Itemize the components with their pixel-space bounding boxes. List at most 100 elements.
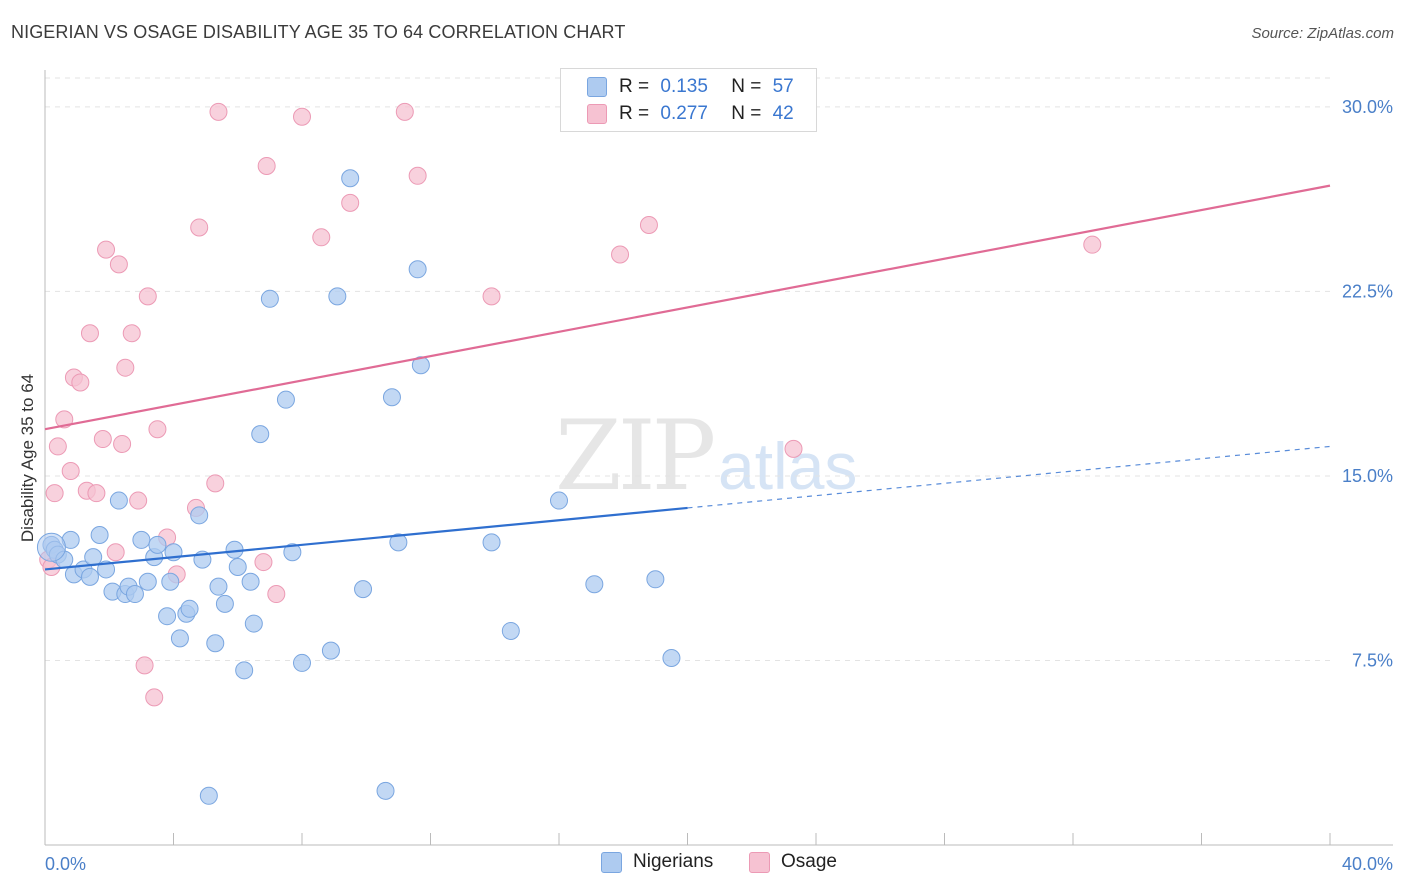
watermark-zip: ZIP	[555, 400, 716, 512]
source-label: Source: ZipAtlas.com	[1251, 25, 1394, 42]
nigerian-point	[293, 653, 311, 672]
osage-point	[257, 156, 276, 175]
nigerians-trend-extension	[687, 445, 1331, 509]
osage-trend-line	[44, 184, 1331, 431]
x-tick-label: 40.0%	[1342, 854, 1393, 874]
osage-point	[267, 585, 286, 604]
nigerian-point	[148, 535, 167, 554]
nigerian-point	[662, 649, 681, 668]
legend-swatch-osage	[587, 104, 607, 124]
nigerian-point	[80, 567, 99, 586]
nigerian-point	[109, 491, 128, 510]
nigerian-point	[408, 260, 427, 279]
nigerian-point	[328, 287, 347, 306]
nigerian-point	[235, 661, 254, 680]
legend-r-label: R =	[619, 103, 650, 124]
legend-swatch-nigerians	[587, 77, 607, 97]
x-tick-label: 0.0%	[45, 854, 86, 874]
osage-point	[116, 358, 135, 377]
y-tick-label: 7.5%	[1352, 650, 1393, 670]
osage-point	[639, 216, 658, 234]
nigerian-point	[244, 614, 263, 633]
osage-point	[135, 656, 154, 675]
osage-point	[55, 410, 74, 429]
nigerian-point	[158, 607, 177, 626]
legend-r-value-osage: 0.277	[660, 103, 708, 124]
nigerian-point	[215, 594, 234, 613]
osage-point	[254, 553, 273, 572]
nigerian-point	[646, 570, 665, 589]
nigerian-point	[585, 575, 604, 594]
watermark-atlas: atlas	[718, 429, 858, 503]
osage-point	[97, 240, 116, 259]
bottom-legend-nigerians[interactable]: Nigerians	[601, 851, 713, 873]
nigerian-point	[206, 634, 225, 653]
nigerian-point	[482, 533, 501, 552]
legend-r-value-nigerians: 0.135	[660, 76, 708, 97]
nigerian-point	[411, 356, 430, 375]
nigerian-point	[354, 580, 373, 599]
osage-point	[611, 245, 630, 264]
nigerian-point-cluster	[36, 532, 66, 562]
nigerian-point	[341, 169, 360, 188]
legend-n-value-nigerians: 57	[772, 76, 794, 97]
osage-point	[80, 324, 99, 343]
nigerian-point	[180, 599, 199, 618]
legend-n-label: N =	[731, 103, 762, 124]
osage-point	[312, 228, 331, 247]
legend-r-label: R =	[619, 76, 650, 97]
osage-point	[145, 688, 164, 707]
osage-point	[206, 474, 225, 493]
nigerian-point	[241, 572, 260, 591]
osage-point	[61, 462, 80, 481]
nigerian-point	[138, 572, 157, 591]
osage-point	[209, 102, 228, 121]
nigerian-point	[97, 560, 116, 579]
osage-point	[48, 437, 67, 456]
chart-title: NIGERIAN VS OSAGE DISABILITY AGE 35 TO 6…	[11, 22, 626, 42]
nigerian-point	[125, 585, 144, 604]
nigerian-point	[209, 577, 228, 596]
bottom-legend-swatch-nigerians	[601, 851, 622, 873]
bottom-legend-label-osage: Osage	[781, 851, 837, 872]
osage-point	[482, 287, 501, 306]
nigerian-point	[276, 390, 295, 409]
nigerian-point	[321, 641, 340, 660]
osage-point	[109, 255, 128, 274]
legend-n-value-osage: 42	[772, 103, 794, 124]
nigerian-point	[501, 621, 520, 640]
osage-point	[784, 439, 803, 458]
nigerian-point	[161, 572, 180, 591]
osage-point	[148, 420, 167, 439]
osage-point	[190, 218, 209, 237]
osage-point	[122, 324, 141, 343]
y-tick-label: 15.0%	[1342, 466, 1393, 486]
osage-point	[1083, 235, 1102, 254]
osage-point	[106, 543, 125, 562]
nigerian-point	[84, 548, 103, 567]
nigerian-point	[199, 786, 218, 805]
osage-point	[395, 102, 414, 121]
bottom-legend-label-nigerians: Nigerians	[633, 851, 714, 872]
bottom-legend-osage[interactable]: Osage	[749, 851, 837, 873]
osage-point	[87, 484, 106, 503]
legend-n-label: N =	[731, 76, 762, 97]
y-tick-label: 30.0%	[1342, 97, 1393, 117]
nigerian-point	[190, 506, 209, 525]
nigerian-point	[550, 491, 568, 510]
osage-point	[408, 166, 427, 185]
nigerian-point	[382, 388, 401, 407]
nigerian-point	[170, 629, 189, 648]
osage-point	[93, 430, 112, 449]
osage-point	[138, 287, 157, 306]
nigerian-point	[228, 557, 247, 576]
osage-point	[341, 193, 360, 212]
y-tick-label: 22.5%	[1342, 281, 1393, 301]
nigerian-point	[251, 425, 270, 444]
osage-point	[45, 484, 64, 503]
osage-point	[71, 373, 90, 392]
legend-box: R = 0.135 N = 57 R = 0.277 N = 42	[560, 68, 817, 132]
bottom-legend-swatch-osage	[749, 851, 770, 873]
nigerian-point	[389, 533, 408, 552]
